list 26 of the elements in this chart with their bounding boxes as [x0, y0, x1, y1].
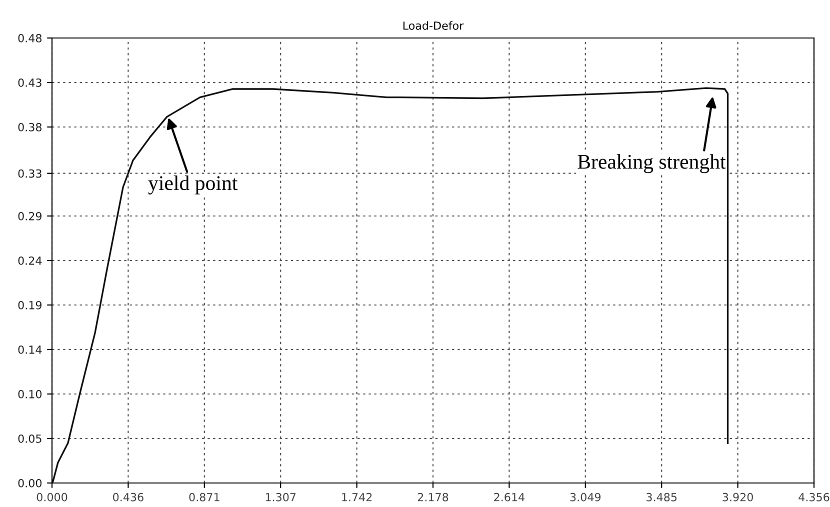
y-tick-label: 0.33 — [18, 169, 42, 178]
y-tick-label: 0.24 — [18, 256, 42, 265]
x-tick-label: 0.436 — [113, 492, 144, 502]
x-tick-label: 2.178 — [418, 492, 448, 502]
y-tick-label: 0.05 — [18, 434, 42, 443]
x-tick-label: 3.049 — [570, 492, 601, 502]
x-tick-label: 0.000 — [36, 492, 68, 502]
x-tick-label: 3.920 — [722, 492, 753, 502]
annotation: Breaking strenght — [578, 154, 726, 174]
y-tick-label: 0.10 — [18, 390, 42, 398]
chart-title: Load-Defor — [403, 21, 464, 30]
x-tick-label: 4.356 — [798, 492, 830, 502]
x-tick-label: 2.614 — [494, 492, 524, 502]
y-tick-label: 0.48 — [18, 34, 42, 42]
y-tick-label: 0.19 — [18, 300, 42, 310]
x-tick-label: 1.307 — [266, 492, 296, 502]
y-tick-label: 0.29 — [18, 212, 42, 220]
x-tick-label: 1.742 — [342, 492, 372, 502]
annotation: yield point — [148, 175, 238, 194]
y-tick-label: 0.38 — [18, 122, 42, 132]
y-tick-label: 0.00 — [18, 478, 42, 488]
x-tick-label: 3.485 — [646, 492, 677, 502]
y-tick-label: 0.14 — [18, 345, 42, 354]
y-tick-label: 0.43 — [18, 78, 42, 87]
x-tick-label: 0.871 — [189, 492, 220, 502]
line-series — [52, 87, 729, 483]
